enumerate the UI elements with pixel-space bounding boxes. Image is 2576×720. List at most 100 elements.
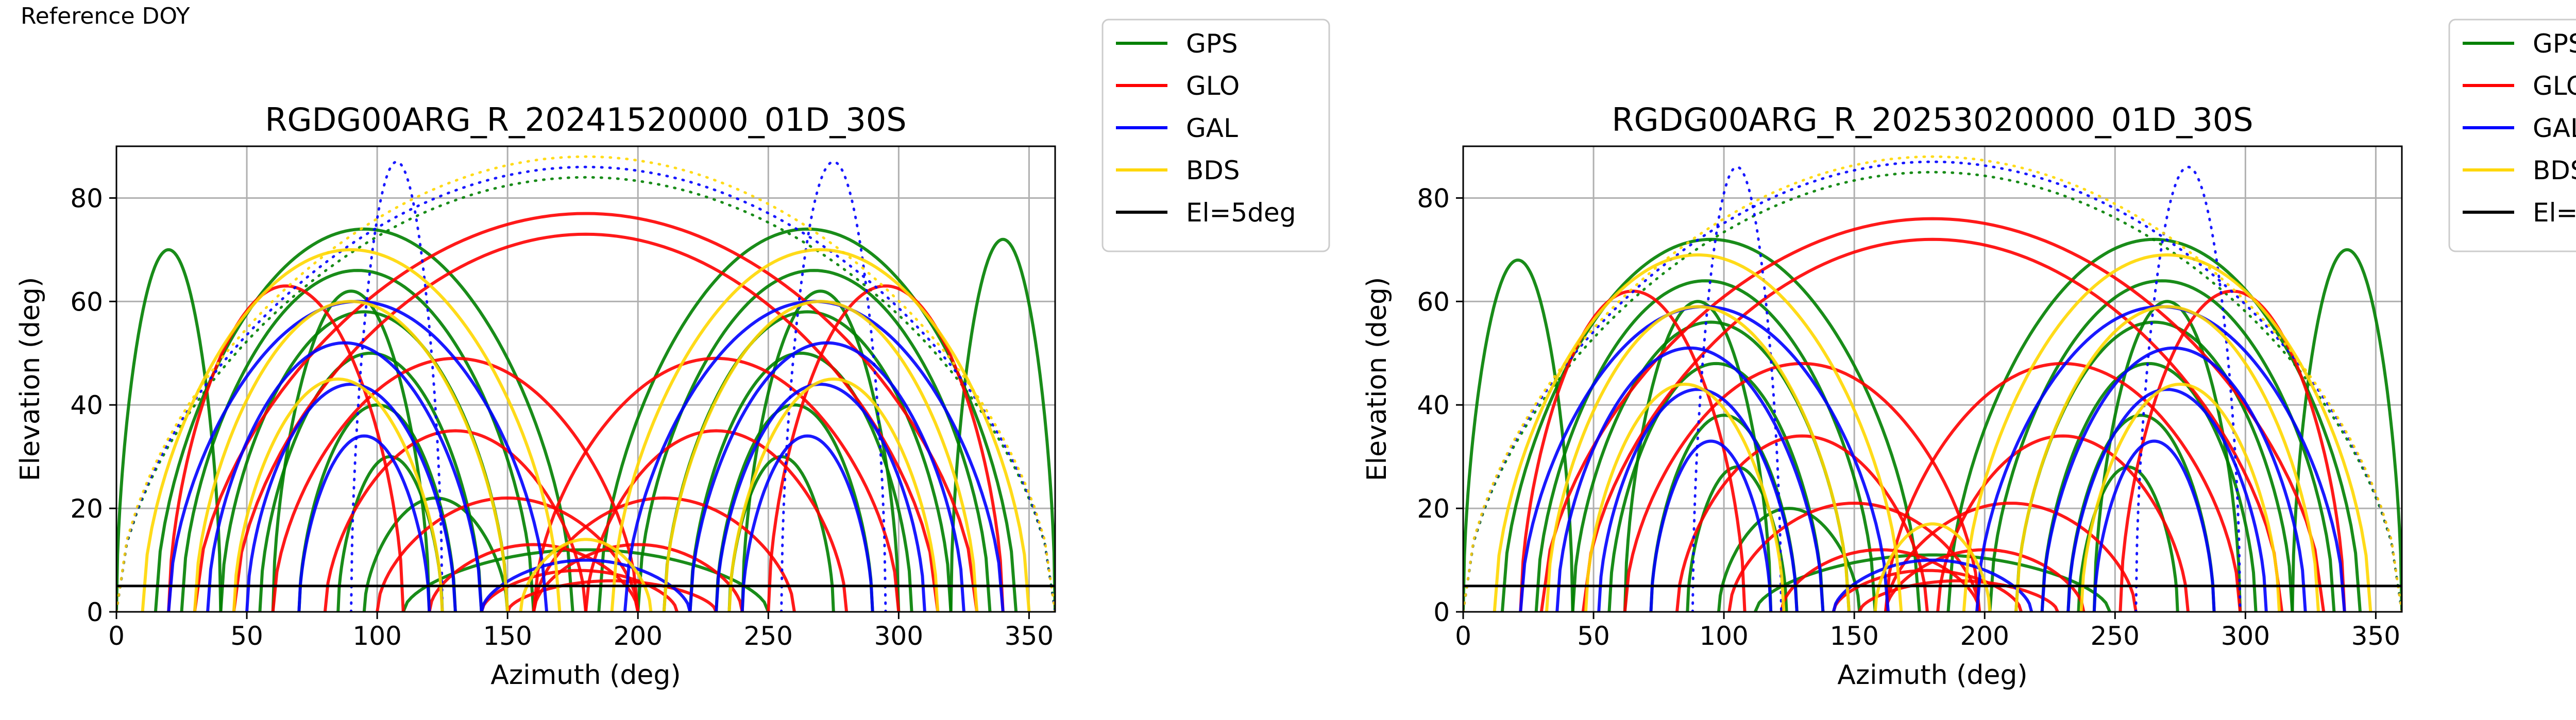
legend-entry-glo: GLO — [2533, 71, 2576, 101]
track-bds-6 — [519, 538, 653, 612]
chart-title: RGDG00ARG_R_20241520000_01D_30S — [265, 101, 906, 139]
track-gps-14 — [2092, 300, 2242, 612]
y-tick-label: 60 — [70, 287, 103, 317]
track-bds-7 — [1463, 155, 2402, 612]
track-gps-3 — [258, 351, 483, 612]
track-glo-9 — [532, 543, 744, 612]
chart-panel-2: 0 50 100 150 200 250 300 350 0 20 40 60 80 RGDG00ARG_… — [1362, 101, 2403, 691]
track-glo-3 — [1884, 362, 2242, 612]
track-bds-0 — [1493, 253, 1903, 612]
track-gal-3 — [1649, 439, 1773, 612]
y-tick-label: 20 — [70, 494, 103, 524]
track-bds-1 — [193, 300, 510, 612]
track-gps-15 — [401, 548, 770, 612]
tracks — [116, 155, 1055, 612]
legend-entry-bds: BDS — [1186, 156, 1240, 185]
track-gal-5 — [2040, 346, 2307, 612]
legend-entry-el=5deg: El=5deg — [1186, 198, 1296, 228]
x-axis-label: Azimuth (deg) — [490, 660, 681, 691]
track-bds-1 — [1545, 305, 1851, 612]
track-glo-8 — [428, 543, 640, 612]
track-bds-3 — [610, 248, 1031, 612]
legend-frame — [1101, 19, 1330, 252]
track-gal-6 — [2066, 388, 2268, 612]
y-tick-label: 0 — [1433, 597, 1450, 627]
x-tick-label: 150 — [1829, 621, 1878, 651]
track-bds-5 — [727, 377, 940, 612]
track-gal-5 — [688, 341, 965, 612]
track-gal-10 — [480, 558, 692, 612]
track-gps-12 — [715, 403, 874, 612]
track-bds-6 — [1873, 522, 1992, 612]
track-gal-9 — [2134, 165, 2242, 612]
track-gps-9 — [1988, 279, 2336, 612]
track-gal-7 — [2092, 439, 2216, 612]
track-gps-16 — [116, 248, 223, 612]
x-tick-label: 250 — [744, 621, 793, 651]
track-gps-1 — [180, 269, 535, 612]
x-tick-label: 200 — [1960, 621, 2009, 651]
y-tick-label: 60 — [1417, 287, 1450, 317]
x-tick-label: 100 — [352, 621, 401, 651]
y-tick-label: 0 — [87, 597, 103, 627]
x-tick-label: 50 — [1577, 621, 1610, 651]
track-glo-0 — [1539, 217, 2326, 612]
x-tick-label: 350 — [1005, 621, 1054, 651]
x-tick-label: 100 — [1699, 621, 1748, 651]
track-gps-16 — [1463, 258, 1574, 612]
legend-frame — [2448, 19, 2576, 252]
track-gps-8 — [1946, 237, 2362, 612]
chart-title: RGDG00ARG_R_20253020000_01D_30S — [1612, 101, 2253, 139]
track-bds-4 — [2014, 305, 2320, 612]
track-bds-0 — [141, 248, 562, 612]
track-gps-4 — [297, 403, 457, 612]
legend-entry-gps: GPS — [1186, 29, 1238, 59]
x-tick-label: 300 — [2221, 621, 2270, 651]
y-tick-label: 20 — [1417, 494, 1450, 524]
x-tick-label: 200 — [614, 621, 663, 651]
tracks — [1463, 155, 2402, 612]
y-axis-label: Elevation (deg) — [15, 277, 46, 482]
track-gal-1 — [1555, 346, 1825, 612]
track-gps-6 — [1717, 507, 1861, 612]
track-glo-11 — [1858, 579, 2059, 612]
y-tick-label: 40 — [1417, 390, 1450, 420]
track-bds-2 — [1584, 382, 1786, 612]
reference-doy-label: Reference DOY — [21, 3, 190, 29]
track-gal-6 — [715, 382, 926, 612]
track-gps-7 — [271, 289, 431, 612]
x-axis-label: Azimuth (deg) — [1837, 660, 2027, 691]
y-tick-label: 80 — [70, 183, 103, 213]
track-gal-10 — [1832, 558, 2033, 612]
track-gal-2 — [1597, 388, 1799, 612]
x-tick-label: 150 — [483, 621, 532, 651]
track-gps-18 — [1463, 170, 2402, 612]
track-glo-11 — [506, 579, 718, 612]
x-tick-label: 300 — [874, 621, 923, 651]
track-gps-15 — [1753, 553, 2112, 612]
y-tick-label: 80 — [1417, 183, 1450, 213]
legend-entry-gal: GAL — [1186, 113, 1238, 143]
legend-entry-gps: GPS — [2533, 29, 2576, 59]
legend: GPS GLO GAL BDS El=5deg — [1101, 19, 1330, 252]
track-gal-1 — [206, 341, 483, 612]
x-tick-label: 0 — [1455, 621, 1471, 651]
track-bds-4 — [662, 300, 979, 612]
x-tick-label: 50 — [230, 621, 263, 651]
track-gps-17 — [949, 237, 1055, 612]
x-tick-label: 350 — [2351, 621, 2400, 651]
track-glo-4 — [1675, 434, 1929, 612]
track-gps-9 — [636, 269, 992, 612]
axes-frame — [115, 145, 1056, 613]
track-gps-7 — [1623, 300, 1773, 612]
track-gal-7 — [740, 434, 874, 612]
track-gps-18 — [116, 176, 1055, 612]
track-bds-2 — [232, 377, 444, 612]
track-gps-17 — [2291, 248, 2402, 612]
legend-entry-gal: GAL — [2533, 113, 2576, 143]
track-gps-11 — [688, 351, 913, 612]
track-gal-2 — [245, 382, 457, 612]
legend-entry-bds: BDS — [2533, 156, 2576, 185]
track-bds-5 — [2079, 382, 2281, 612]
